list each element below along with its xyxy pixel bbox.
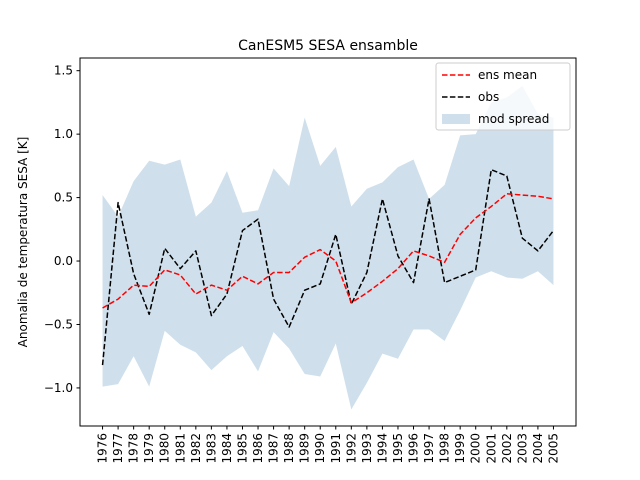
y-tick-label: 1.0	[54, 127, 73, 141]
x-tick-label: 2004	[531, 433, 545, 464]
x-tick-label: 2000	[469, 433, 483, 464]
legend-label: ens mean	[478, 68, 537, 82]
x-tick-label: 1985	[235, 433, 249, 464]
y-tick-label: −1.0	[44, 381, 73, 395]
series-obs-line	[101, 168, 555, 366]
x-tick-label: 1978	[127, 433, 141, 464]
plot-frame	[79, 57, 577, 427]
y-tick-label: 1.5	[54, 64, 73, 78]
legend-label: obs	[478, 90, 499, 104]
x-tick-label: 1997	[422, 433, 436, 464]
x-tick-label: 1999	[453, 433, 467, 464]
x-tick-label: 2001	[484, 433, 498, 464]
legend-label: mod spread	[478, 112, 549, 126]
x-tick-label: 1986	[251, 433, 265, 464]
x-tick-label: 1989	[298, 433, 312, 464]
x-tick-label: 2002	[500, 433, 514, 464]
series-mod-spread-band	[102, 85, 554, 410]
x-tick-label: 1988	[282, 433, 296, 464]
y-tick-label: −0.5	[44, 317, 73, 331]
legend-box	[435, 62, 571, 131]
x-tick-label: 2005	[546, 433, 560, 464]
x-tick-label: 1994	[375, 433, 389, 464]
x-tick-label: 1995	[391, 433, 405, 464]
series-ens-mean-line	[102, 193, 554, 309]
x-tick-label: 1998	[438, 433, 452, 464]
x-tick-label: 2003	[515, 433, 529, 464]
x-tick-label: 1980	[158, 433, 172, 464]
y-axis-label: Anomalia de temperatura SESA [K]	[16, 137, 30, 348]
legend-swatch-band	[442, 114, 470, 124]
x-tick-label: 1977	[111, 433, 125, 464]
x-tick-label: 1991	[329, 433, 343, 464]
chart-title: CanESM5 SESA ensamble	[238, 38, 418, 54]
x-tick-label: 1981	[173, 433, 187, 464]
x-tick-label: 1983	[204, 433, 218, 464]
x-tick-label: 1992	[344, 433, 358, 464]
x-tick-label: 1990	[313, 433, 327, 464]
x-tick-label: 1987	[267, 433, 281, 464]
x-tick-label: 1993	[360, 433, 374, 464]
y-tick-label: 0.0	[54, 254, 73, 268]
y-tick-label: 0.5	[54, 191, 73, 205]
x-tick-label: 1976	[96, 433, 110, 464]
x-tick-label: 1982	[189, 433, 203, 464]
x-tick-label: 1996	[407, 433, 421, 464]
x-tick-label: 1984	[220, 433, 234, 464]
x-tick-label: 1979	[142, 433, 156, 464]
legend: ens mean obs mod spread	[435, 62, 571, 131]
